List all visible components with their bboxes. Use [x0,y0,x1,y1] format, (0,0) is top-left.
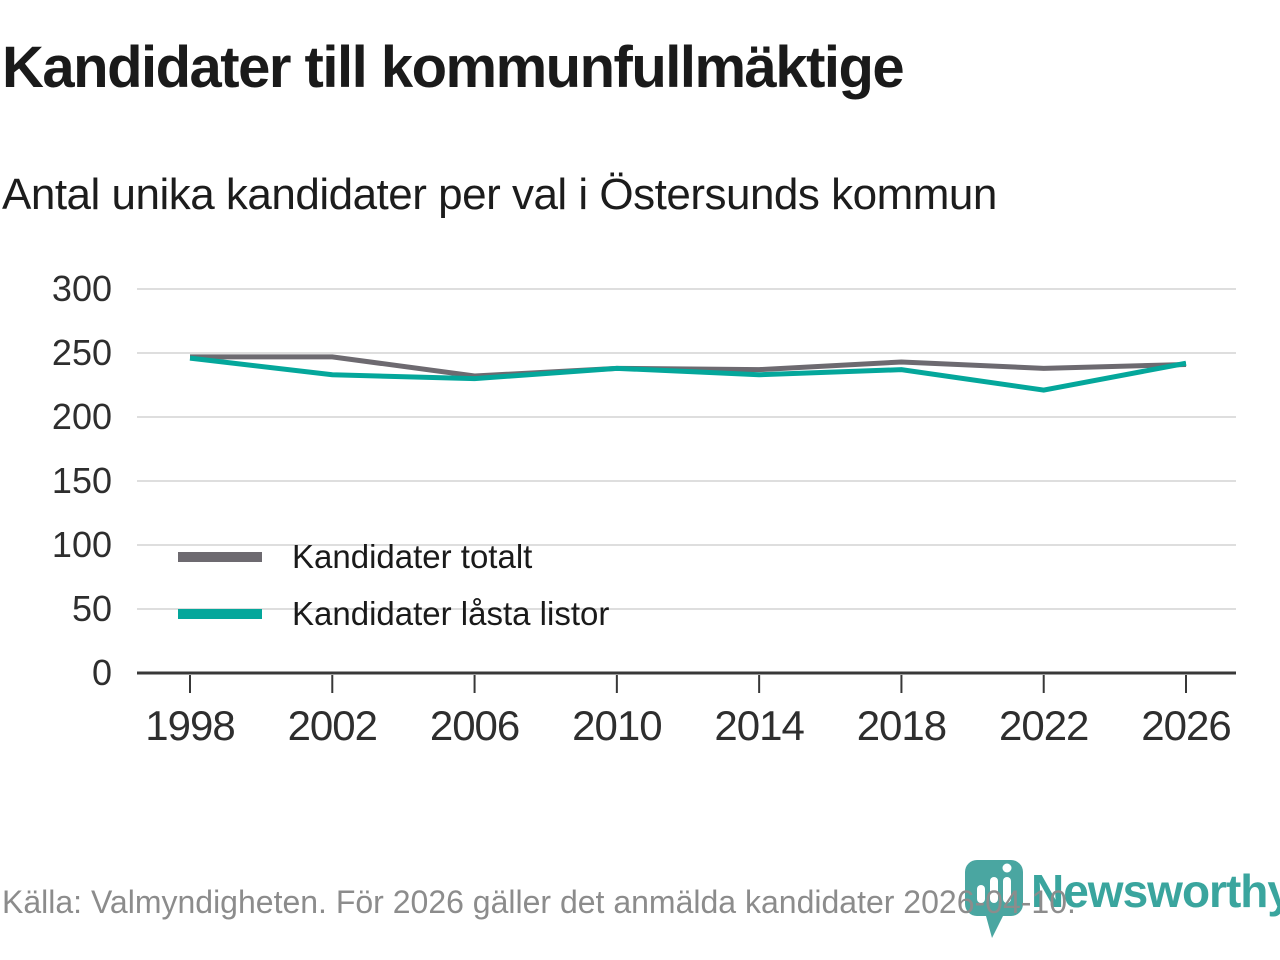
legend-item-totalt: Kandidater totalt [178,538,609,576]
x-tick-label-2006: 2006 [430,702,519,749]
legend-swatch-totalt-icon [178,552,262,562]
chart-title: Kandidater till kommunfullmäktige [2,35,905,100]
line-series-0 [190,354,1187,379]
legend-swatch-lasta-listor-icon [178,609,262,619]
source-note: Källa: Valmyndigheten. För 2026 gäller d… [2,884,1076,920]
x-tick-label-2014: 2014 [714,702,804,749]
x-tick-label-2010: 2010 [572,702,661,749]
x-tick-label-2018: 2018 [857,702,946,749]
y-tick-label-200: 200 [52,396,112,437]
y-tick-label-300: 300 [52,268,112,309]
chart-legend: Kandidater totalt Kandidater låsta listo… [178,538,609,652]
x-tick-label-2022: 2022 [999,702,1088,749]
legend-label-lasta-listor: Kandidater låsta listor [292,595,610,632]
newsworthy-logo: Newsworthy [963,858,1280,942]
legend-label-totalt: Kandidater totalt [292,538,533,575]
y-tick-label-100: 100 [52,524,112,565]
chart-subtitle: Antal unika kandidater per val i Östersu… [2,170,997,219]
x-tick-label-2026: 2026 [1141,702,1230,749]
newsworthy-wordmark: Newsworthy [1031,865,1280,917]
y-tick-label-150: 150 [52,460,112,501]
legend-item-lasta-listor: Kandidater låsta listor [178,595,609,633]
x-tick-label-2002: 2002 [288,702,377,749]
y-tick-label-250: 250 [52,332,112,373]
newsworthy-pin-icon [965,860,1023,938]
line-series-1 [189,355,1187,393]
x-tick-label-1998: 1998 [145,702,234,749]
y-tick-label-0: 0 [92,652,112,693]
y-tick-label-50: 50 [72,588,112,629]
